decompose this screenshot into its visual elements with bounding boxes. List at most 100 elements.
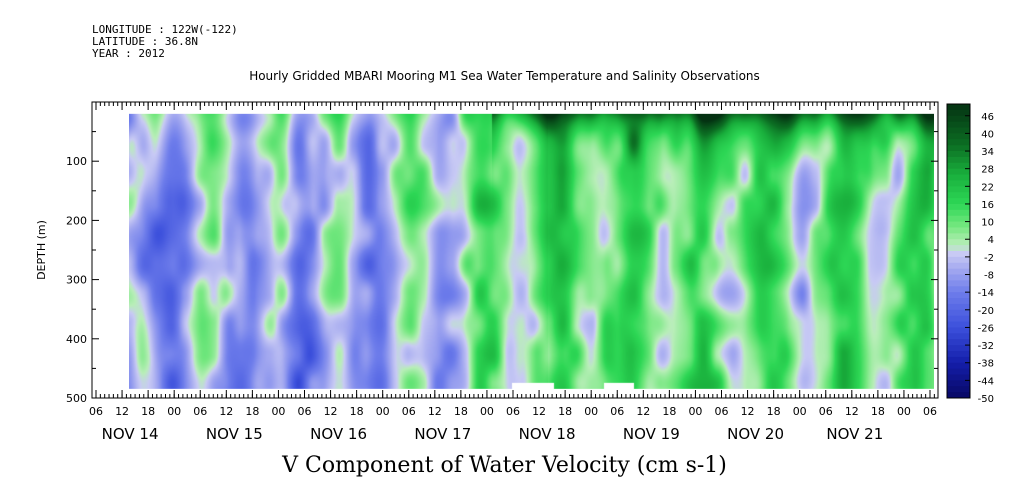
x-hour-label: 06 xyxy=(89,405,103,418)
x-day-label: NOV 19 xyxy=(623,425,680,443)
chart-title: Hourly Gridded MBARI Mooring M1 Sea Wate… xyxy=(249,69,760,83)
x-hour-label: 12 xyxy=(115,405,129,418)
colorbar-tick-label: 40 xyxy=(981,129,994,140)
x-hour-label: 00 xyxy=(688,405,702,418)
x-day-label: NOV 16 xyxy=(310,425,367,443)
colorbar-segment xyxy=(947,339,970,346)
colorbar-tick-label: 46 xyxy=(981,112,994,123)
x-day-label: NOV 18 xyxy=(519,425,576,443)
x-hour-label: 00 xyxy=(271,405,285,418)
colorbar-segment xyxy=(947,198,970,205)
colorbar-segment xyxy=(947,274,970,281)
colorbar-segment xyxy=(947,139,970,146)
colorbar-segment xyxy=(947,321,970,328)
colorbar-tick-label: -14 xyxy=(978,288,994,299)
velocity-heatmap xyxy=(129,113,934,389)
colorbar-segment xyxy=(947,386,970,393)
colorbar-tick-label: 34 xyxy=(981,147,994,158)
x-hour-label: 06 xyxy=(506,405,520,418)
x-hour-label: 06 xyxy=(923,405,937,418)
colorbar-segment xyxy=(947,303,970,311)
colorbar-segment xyxy=(947,315,970,323)
x-day-label: NOV 14 xyxy=(102,425,159,443)
colorbar-segment xyxy=(947,156,970,164)
year-label: YEAR : 2012 xyxy=(92,47,165,60)
x-hour-label: 18 xyxy=(141,405,155,418)
x-hour-label: 00 xyxy=(480,405,494,418)
x-hour-label: 12 xyxy=(324,405,338,418)
x-hour-label: 18 xyxy=(558,405,572,418)
x-hour-label: 00 xyxy=(167,405,181,418)
latitude-label: LATITUDE : 36.8N xyxy=(92,35,198,48)
colorbar-segment xyxy=(947,309,970,317)
x-day-label: NOV 21 xyxy=(826,425,883,443)
x-hour-label: 12 xyxy=(636,405,650,418)
longitude-label: LONGITUDE : 122W(-122) xyxy=(92,23,238,36)
x-hour-label: 18 xyxy=(662,405,676,418)
y-tick-label: 500 xyxy=(66,392,87,405)
colorbar-segment xyxy=(947,209,970,217)
colorbar-segment xyxy=(947,162,970,170)
x-hour-label: 00 xyxy=(584,405,598,418)
x-day-label: NOV 15 xyxy=(206,425,263,443)
colorbar-segment xyxy=(947,327,970,334)
x-hour-label: 18 xyxy=(245,405,259,418)
y-tick-label: 100 xyxy=(66,155,87,168)
x-hour-label: 06 xyxy=(193,405,207,418)
colorbar-segment xyxy=(947,186,970,193)
x-hour-label: 12 xyxy=(845,405,859,418)
colorbar-segment xyxy=(947,245,970,252)
colorbar-segment xyxy=(947,392,970,399)
colorbar-segment xyxy=(947,239,970,246)
x-day-label: NOV 20 xyxy=(727,425,784,443)
colorbar-tick-label: -38 xyxy=(978,359,994,370)
x-hour-label: 12 xyxy=(219,405,233,418)
colorbar-segment xyxy=(947,350,970,358)
y-tick-label: 300 xyxy=(66,274,87,287)
colorbar-segment xyxy=(947,168,970,176)
colorbar-tick-label: 22 xyxy=(981,182,994,193)
colorbar-tick-label: -32 xyxy=(978,341,994,352)
colorbar-segment xyxy=(947,374,970,381)
x-hour-label: 12 xyxy=(741,405,755,418)
colorbar-tick-label: -44 xyxy=(978,376,994,387)
colorbar-tick-label: -50 xyxy=(978,394,994,405)
colorbar-segment xyxy=(947,298,970,305)
colorbar-segment xyxy=(947,333,970,340)
station-metadata: LONGITUDE : 122W(-122) LATITUDE : 36.8N … xyxy=(92,24,238,60)
colorbar-segment xyxy=(947,345,970,352)
colorbar-segment xyxy=(947,151,970,158)
x-hour-label: 18 xyxy=(871,405,885,418)
x-hour-label: 06 xyxy=(298,405,312,418)
colorbar-segment xyxy=(947,180,970,187)
colorbar-segment xyxy=(947,174,970,181)
x-hour-label: 06 xyxy=(819,405,833,418)
x-hour-label: 06 xyxy=(715,405,729,418)
x-hour-label: 00 xyxy=(793,405,807,418)
colorbar-segment xyxy=(947,233,970,240)
colorbar-segment xyxy=(947,192,970,199)
colorbar-segment xyxy=(947,221,970,228)
colorbar-segment xyxy=(947,121,970,129)
colorbar-segment xyxy=(947,203,970,211)
colorbar-segment xyxy=(947,127,970,134)
y-axis-label: DEPTH (m) xyxy=(35,220,48,280)
x-hour-label: 06 xyxy=(610,405,624,418)
y-tick-label: 400 xyxy=(66,333,87,346)
colorbar-segment xyxy=(947,109,970,117)
colorbar-tick-label: -26 xyxy=(978,323,994,334)
colorbar-segment xyxy=(947,362,970,370)
x-hour-label: 00 xyxy=(376,405,390,418)
colorbar-tick-label: 16 xyxy=(981,200,994,211)
x-hour-label: 06 xyxy=(402,405,416,418)
x-hour-label: 18 xyxy=(350,405,364,418)
colorbar-caption: V Component of Water Velocity (cm s-1) xyxy=(282,453,727,478)
colorbar-segment xyxy=(947,268,970,276)
colorbar-tick-label: -20 xyxy=(978,306,994,317)
colorbar-tick-label: 10 xyxy=(981,218,994,229)
colorbar-segment xyxy=(947,145,970,152)
colorbar-segment xyxy=(947,356,970,364)
colorbar-segment xyxy=(947,256,970,264)
colorbar-segment xyxy=(947,227,970,234)
